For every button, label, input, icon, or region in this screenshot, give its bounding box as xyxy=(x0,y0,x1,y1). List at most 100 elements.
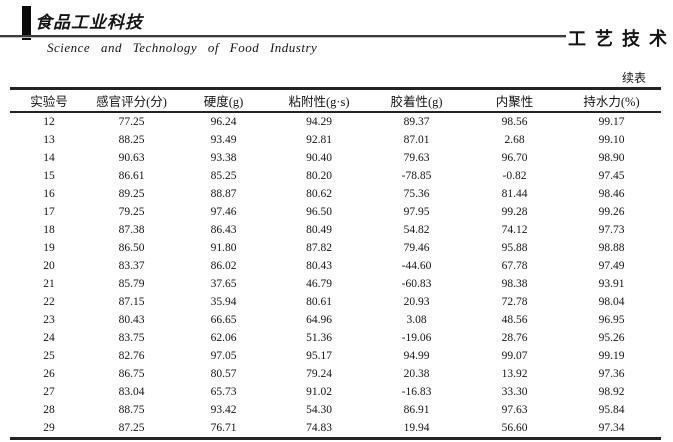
table-cell: 77.25 xyxy=(118,116,145,128)
table-cell: 99.17 xyxy=(598,116,625,128)
table-cell: 66.65 xyxy=(210,314,237,326)
data-table: 实验号 感官评分(分) 硬度(g) 粘附性(g·s) 胶着性(g) 内聚性 持水力(%) 1… xyxy=(10,87,661,440)
table-cell: 80.43 xyxy=(306,260,332,272)
table-cell: 90.40 xyxy=(306,152,332,164)
table-cell: 80.61 xyxy=(306,296,332,308)
journal-logo-text: 食品工业科技 xyxy=(35,8,157,37)
table-cell: 87.01 xyxy=(403,134,430,146)
table-cell: 97.05 xyxy=(210,350,237,362)
table-cell: 93.42 xyxy=(210,404,237,416)
table-row: 27 83.04 65.73 91.02 -16.83 33.30 98.92 xyxy=(10,383,661,401)
table-cell: 74.12 xyxy=(501,224,528,236)
column-header: 粘附性(g·s) xyxy=(272,88,366,113)
table-cell: 26 xyxy=(43,368,55,380)
table-cell: 86.43 xyxy=(210,224,237,236)
table-cell: 76.71 xyxy=(210,422,237,434)
table-cell: 82.76 xyxy=(118,350,145,362)
table-cell: 79.25 xyxy=(118,206,145,218)
table-cell: 98.38 xyxy=(501,278,528,290)
table-cell: 87.15 xyxy=(118,296,145,308)
table-row: 14 90.63 93.38 90.40 79.63 96.70 98.90 xyxy=(10,149,661,167)
table-cell: 80.49 xyxy=(306,224,332,236)
table-cell: 86.50 xyxy=(118,242,145,254)
table-cell: 51.36 xyxy=(306,332,332,344)
table-row: 19 86.50 91.80 87.82 79.46 95.88 98.88 xyxy=(10,239,661,257)
table-cell: 93.91 xyxy=(598,278,625,290)
table-cell: 20.38 xyxy=(403,368,430,380)
table-cell: 95.26 xyxy=(598,332,625,344)
table-cell: 20 xyxy=(43,260,55,272)
table-cell: 99.19 xyxy=(598,350,625,362)
table-row: 24 83.75 62.06 51.36 -19.06 28.76 95.26 xyxy=(10,329,661,347)
journal-title-en: Science and Technology of Food Industry xyxy=(47,40,318,55)
table-cell: 80.20 xyxy=(306,170,332,182)
table-cell: -60.83 xyxy=(401,278,432,290)
table-cell: 95.17 xyxy=(306,350,332,362)
table-cell: 86.75 xyxy=(118,368,145,380)
column-header: 感官评分(分) xyxy=(88,88,175,113)
table-cell: 86.61 xyxy=(118,170,145,182)
table-cell: 87.25 xyxy=(118,422,145,434)
table-cell: 22 xyxy=(43,296,55,308)
table-cell: 46.79 xyxy=(306,278,332,290)
column-header: 持水力(%) xyxy=(562,88,661,113)
table-cell: 99.07 xyxy=(501,350,528,362)
table-cell: 75.36 xyxy=(403,188,430,200)
table-cell: 86.91 xyxy=(403,404,430,416)
table-row: 25 82.76 97.05 95.17 94.99 99.07 99.19 xyxy=(10,347,661,365)
column-header: 胶着性(g) xyxy=(366,88,467,113)
table-cell: 95.84 xyxy=(598,404,625,416)
table-cell: 19 xyxy=(43,242,55,254)
table-cell: 97.49 xyxy=(598,260,625,272)
table-cell: 16 xyxy=(43,188,55,200)
table-cell: 13.92 xyxy=(501,368,528,380)
table-cell: 79.63 xyxy=(403,152,430,164)
table-cell: 33.30 xyxy=(501,386,528,398)
table-cell: 97.95 xyxy=(403,206,430,218)
masthead-rule xyxy=(0,35,566,38)
table-row: 13 88.25 93.49 92.81 87.01 2.68 99.10 xyxy=(10,131,661,149)
table-cell: 72.78 xyxy=(501,296,528,308)
table-cell: -78.85 xyxy=(401,170,432,182)
table-cell: 91.02 xyxy=(306,386,332,398)
table-cell: 89.25 xyxy=(118,188,145,200)
table-cell: 3.08 xyxy=(406,314,427,326)
table-cell: 90.63 xyxy=(118,152,145,164)
table-cell: 97.34 xyxy=(598,422,625,434)
table-cell: 88.75 xyxy=(118,404,145,416)
table-cell: 64.96 xyxy=(306,314,332,326)
table-cell: 87.38 xyxy=(118,224,145,236)
table-cell: 97.73 xyxy=(598,224,625,236)
table-cell: 23 xyxy=(43,314,55,326)
table-cell: 14 xyxy=(43,152,55,164)
table-cell: 13 xyxy=(43,134,55,146)
table-cell: 2.68 xyxy=(504,134,525,146)
table-cell: 15 xyxy=(43,170,55,182)
column-header: 内聚性 xyxy=(467,88,562,113)
table-row: 12 77.25 96.24 94.29 89.37 98.56 99.17 xyxy=(10,112,661,131)
table-cell: 80.43 xyxy=(118,314,145,326)
table-row: 15 86.61 85.25 80.20 -78.85 -0.82 97.45 xyxy=(10,167,661,185)
table-cell: 48.56 xyxy=(501,314,528,326)
table-cell: 98.92 xyxy=(598,386,625,398)
table-cell: 97.36 xyxy=(598,368,625,380)
table-cell: 21 xyxy=(43,278,55,290)
table-cell: 94.99 xyxy=(403,350,430,362)
table-cell: 17 xyxy=(43,206,55,218)
table-cell: 37.65 xyxy=(210,278,237,290)
table-cell: 97.46 xyxy=(210,206,237,218)
table-cell: 24 xyxy=(43,332,55,344)
table-cell: 54.30 xyxy=(306,404,332,416)
table-row: 20 83.37 86.02 80.43 -44.60 67.78 97.49 xyxy=(10,257,661,275)
table-row: 23 80.43 66.65 64.96 3.08 48.56 96.95 xyxy=(10,311,661,329)
table-cell: 28.76 xyxy=(501,332,528,344)
table-cell: 35.94 xyxy=(210,296,237,308)
table-cell: 25 xyxy=(43,350,55,362)
table-cell: 29 xyxy=(43,422,55,434)
table-cell: 97.63 xyxy=(501,404,528,416)
table-cell: 92.81 xyxy=(306,134,332,146)
table-cell: 98.88 xyxy=(598,242,625,254)
logo-bar-icon xyxy=(22,6,31,40)
table-cell: 88.87 xyxy=(210,188,237,200)
